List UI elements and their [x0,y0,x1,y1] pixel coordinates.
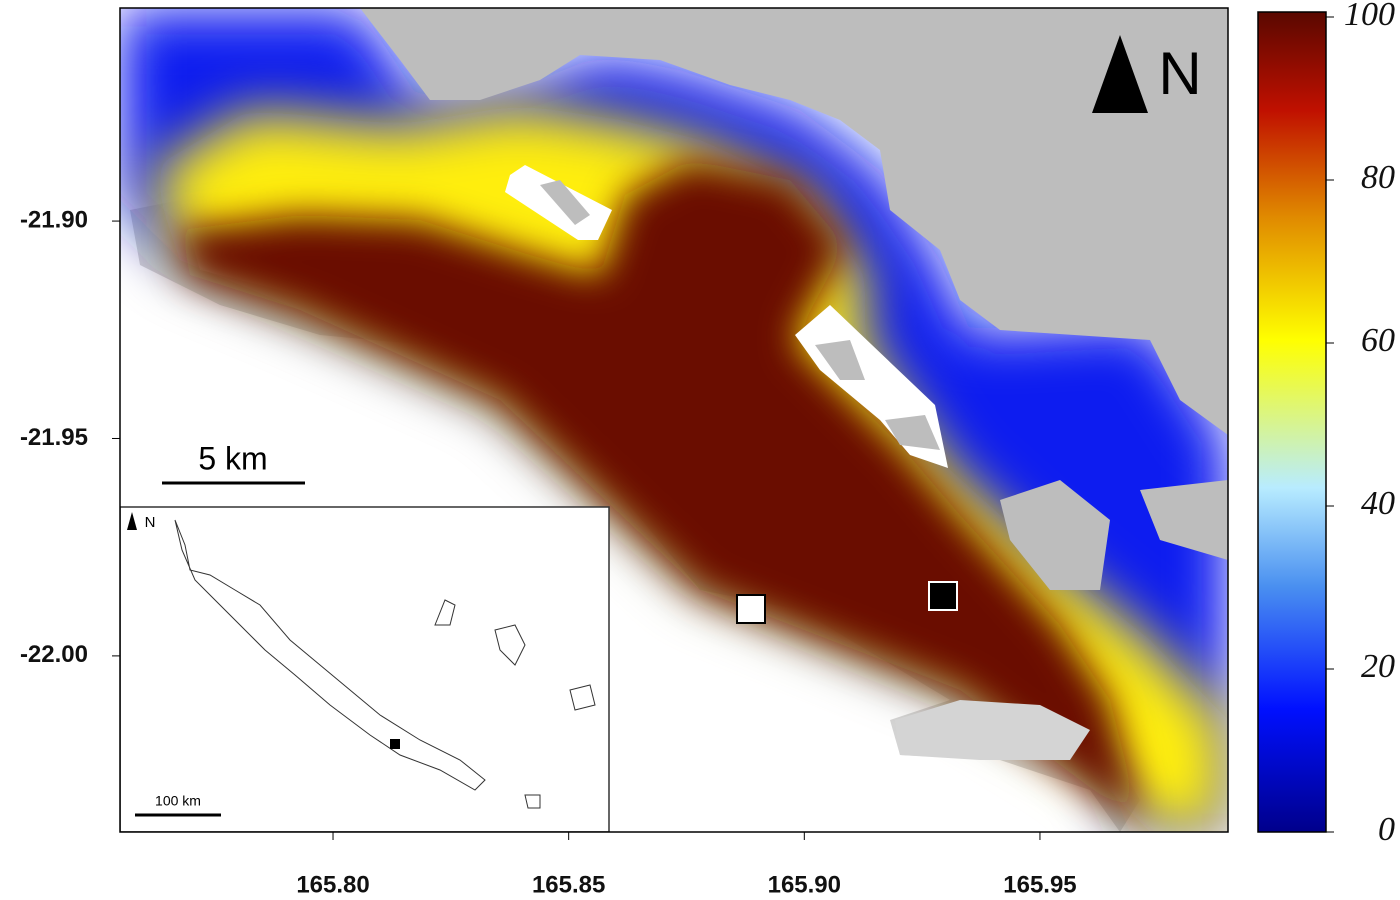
reef [130,200,1140,832]
map-area: N 5 km N 100 km [120,8,1228,832]
land [360,8,1228,435]
x-tick-label: 165.80 [296,871,369,898]
y-tick-label: -22.00 [20,641,88,668]
colorbar-tick-label: 80 [1361,159,1395,196]
scale-bar-label: 5 km [198,440,267,476]
island [1000,480,1110,590]
inset-map: N 100 km [120,506,610,832]
colorbar-tick-label: 20 [1361,648,1395,685]
colorbar-tick-label: 60 [1361,322,1395,359]
colorbar-tick-label: 0 [1378,811,1395,848]
y-tick-label: -21.95 [20,424,88,451]
map-frame [119,7,1229,833]
sample-site [736,594,766,624]
colorbar [1257,11,1327,833]
north-label: N [1158,40,1201,107]
inset-scale-label: 100 km [155,793,201,809]
inset-north-label: N [145,514,156,531]
island [1140,480,1228,560]
x-tick-label: 165.90 [768,871,841,898]
colorbar-tick-label: 40 [1361,485,1395,522]
study-area [390,739,400,749]
island [540,180,590,225]
sample-site [928,581,958,611]
x-tick-label: 165.85 [532,871,605,898]
island [815,340,940,450]
reef [895,700,1090,760]
axes: 165.80 165.85 165.90 165.95 -21.90 -21.95 -22.… [20,0,1395,898]
plume-core [180,160,1140,820]
island-outline [174,519,486,791]
north-arrow [1092,35,1148,113]
colorbar-tick-label: 100 [1344,0,1395,33]
x-tick-label: 165.95 [1003,871,1076,898]
y-tick-label: -21.90 [20,206,88,233]
